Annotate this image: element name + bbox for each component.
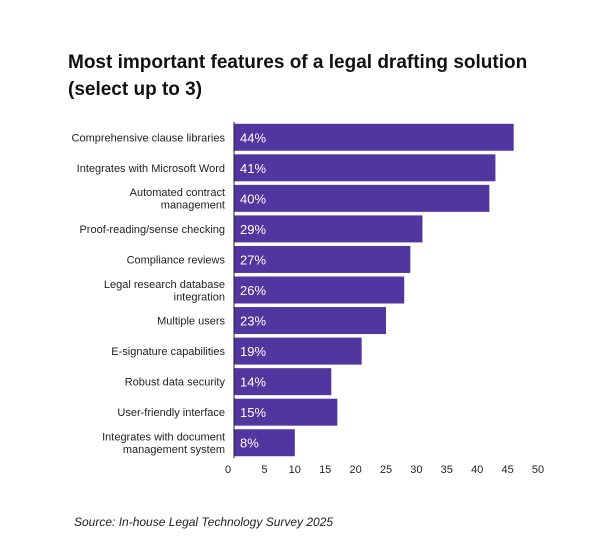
category-label: Robust data security [125,377,226,389]
chart-title: Most important features of a legal draft… [68,49,568,103]
category-label: Multiple users [157,316,225,328]
chart-title-line-1: Most important features of a legal draft… [68,52,528,73]
chart-source: Source: In-house Legal Technology Survey… [74,515,334,529]
x-tick-label: 50 [532,464,544,476]
category-label: Comprehensive clause libraries [72,132,226,144]
bar [234,154,496,182]
bar-data-label: 19% [240,344,266,359]
bar-data-label: 8% [240,436,259,451]
x-tick-label: 5 [261,464,267,476]
x-tick-label: 45 [501,464,513,476]
x-tick-label: 20 [349,464,361,476]
bar-data-label: 14% [240,375,266,390]
category-label: Integrates with document management syste… [102,431,225,456]
category-label: Automated contract management [130,187,225,212]
bar-data-label: 40% [240,191,266,206]
bar-data-label: 26% [240,283,266,298]
bar-data-label: 44% [240,130,266,145]
category-label: Legal research database integration [104,279,225,304]
x-tick-label: 25 [380,464,392,476]
x-tick-label: 35 [441,464,453,476]
x-tick-label: 15 [319,464,331,476]
bar-data-label: 29% [240,222,266,237]
category-label: Compliance reviews [127,254,226,266]
category-label: Integrates with Microsoft Word [77,163,225,175]
bar-data-label: 15% [240,405,266,420]
bar [234,337,362,365]
x-tick-label: 0 [225,464,231,476]
bar [234,123,514,151]
bar-data-label: 23% [240,314,266,329]
category-label: E-signature capabilities [111,346,225,358]
bar-chart: 44% Comprehensive clause libraries 41% Inte… [72,122,544,476]
category-label: User-friendly interface [117,407,225,419]
x-tick-label: 40 [471,464,483,476]
bar-data-label: 41% [240,161,266,176]
bar [234,429,295,457]
bar [234,307,386,335]
bar [234,368,332,396]
bar [234,215,423,243]
x-tick-label: 30 [410,464,422,476]
bar-data-label: 27% [240,252,266,267]
chart-title-line-2: (select up to 3) [68,79,203,100]
bar [234,184,490,212]
bar [234,276,405,304]
x-tick-label: 10 [289,464,301,476]
bar [234,398,338,426]
category-label: Proof-reading/sense checking [79,224,225,236]
bar [234,245,411,273]
